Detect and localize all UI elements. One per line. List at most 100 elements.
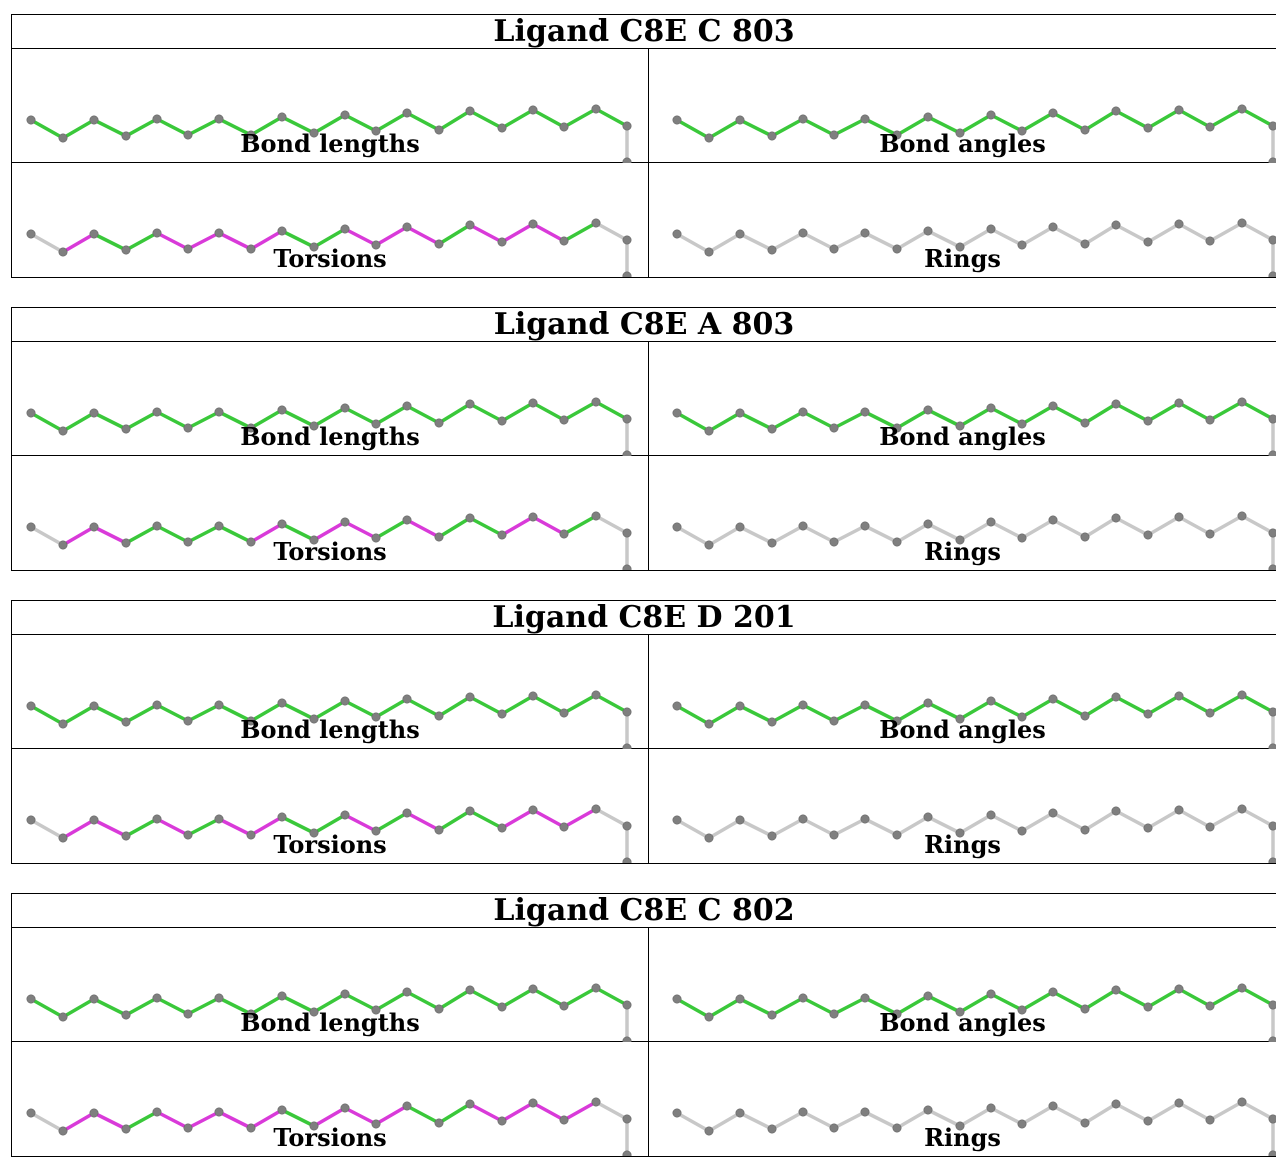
atom	[309, 535, 319, 545]
bond-neutral	[801, 231, 836, 251]
atom	[1268, 528, 1276, 538]
bond-ok	[468, 988, 504, 1009]
atom	[829, 1009, 839, 1019]
bond-ok	[92, 704, 128, 724]
bond-ok	[1208, 986, 1244, 1008]
atom	[892, 1123, 902, 1133]
atom	[1205, 236, 1215, 246]
panel-label: Bond angles	[879, 1008, 1046, 1037]
atom	[704, 247, 714, 257]
atom	[1205, 1001, 1215, 1011]
bond-ok	[675, 411, 711, 433]
atom	[277, 698, 287, 708]
bond-ok	[405, 1104, 441, 1125]
atom	[434, 239, 444, 249]
bond-neutral	[707, 232, 742, 254]
bond-neutral	[707, 525, 742, 547]
bond-group	[29, 400, 629, 456]
bond-outlier	[343, 813, 378, 833]
bond-neutral	[1208, 221, 1244, 243]
atom	[340, 110, 350, 120]
atom	[672, 1108, 682, 1118]
atom	[591, 104, 601, 114]
atom	[1017, 1119, 1027, 1129]
molecule-diagram	[26, 104, 632, 163]
bond-neutral	[926, 1108, 962, 1128]
bond-ok	[217, 410, 253, 430]
bond-outlier	[61, 818, 96, 840]
atom	[767, 131, 777, 141]
molecule-diagram	[672, 983, 1276, 1042]
atom	[1048, 401, 1058, 411]
atom	[1111, 513, 1121, 523]
bond-ok	[801, 117, 836, 137]
atom	[986, 1103, 996, 1113]
atom	[371, 126, 381, 136]
bond-ok	[738, 411, 774, 431]
bond-neutral	[958, 813, 993, 835]
bond-ok	[312, 813, 347, 835]
bond-ok	[124, 410, 159, 431]
atom	[923, 991, 933, 1001]
atom	[277, 112, 287, 122]
bond-ok	[249, 701, 284, 723]
bond-outlier	[562, 1100, 598, 1122]
atom	[497, 416, 507, 426]
atom	[622, 1114, 632, 1124]
bond-neutral	[989, 227, 1024, 247]
atom	[434, 125, 444, 135]
atom	[1205, 1115, 1215, 1125]
bond-neutral	[1208, 514, 1244, 536]
bond-neutral	[832, 1110, 867, 1130]
bond-neutral	[958, 1106, 993, 1128]
atom-group	[672, 690, 1276, 749]
bond-ok	[124, 817, 159, 838]
bond-neutral	[29, 232, 65, 254]
panel-grid: Bond lengths Bond angles Torsions Rings	[12, 342, 1276, 570]
bond-outlier	[186, 1110, 221, 1130]
atom	[923, 812, 933, 822]
atom	[798, 228, 808, 238]
bond-ok	[989, 113, 1024, 133]
bond-ok	[280, 408, 316, 428]
atom	[1268, 1150, 1276, 1156]
atom	[465, 985, 475, 995]
bond-ok	[562, 986, 598, 1008]
bond-ok	[437, 402, 472, 425]
panel-label: Torsions	[273, 244, 387, 273]
bond-neutral	[1020, 811, 1055, 833]
atom-group	[26, 397, 632, 456]
atom	[923, 405, 933, 415]
atom	[277, 226, 287, 236]
atom	[26, 115, 36, 125]
bond-ok	[155, 996, 190, 1016]
bond-ok	[217, 996, 253, 1016]
bond-neutral	[832, 524, 867, 544]
molecule-diagram	[26, 397, 632, 456]
atom	[1174, 398, 1184, 408]
atom	[559, 708, 569, 718]
atom	[622, 743, 632, 749]
bond-ok	[217, 524, 253, 544]
bond-ok	[374, 518, 409, 540]
atom	[1143, 237, 1153, 247]
atom	[767, 1010, 777, 1020]
atom	[559, 236, 569, 246]
atom	[309, 828, 319, 838]
atom	[1111, 220, 1121, 230]
bond-ok	[1146, 694, 1181, 716]
atom	[58, 1126, 68, 1136]
atom	[214, 228, 224, 238]
atom	[955, 535, 965, 545]
atom	[1237, 511, 1247, 521]
panel-label: Bond angles	[879, 422, 1046, 451]
atom	[622, 121, 632, 131]
bond-neutral	[989, 813, 1024, 833]
bond-ok	[186, 996, 221, 1016]
atom-group	[26, 511, 632, 570]
bond-ok	[155, 117, 190, 137]
bond-group	[29, 514, 629, 570]
atom-group	[26, 690, 632, 749]
atom	[183, 830, 193, 840]
atom	[402, 401, 412, 411]
